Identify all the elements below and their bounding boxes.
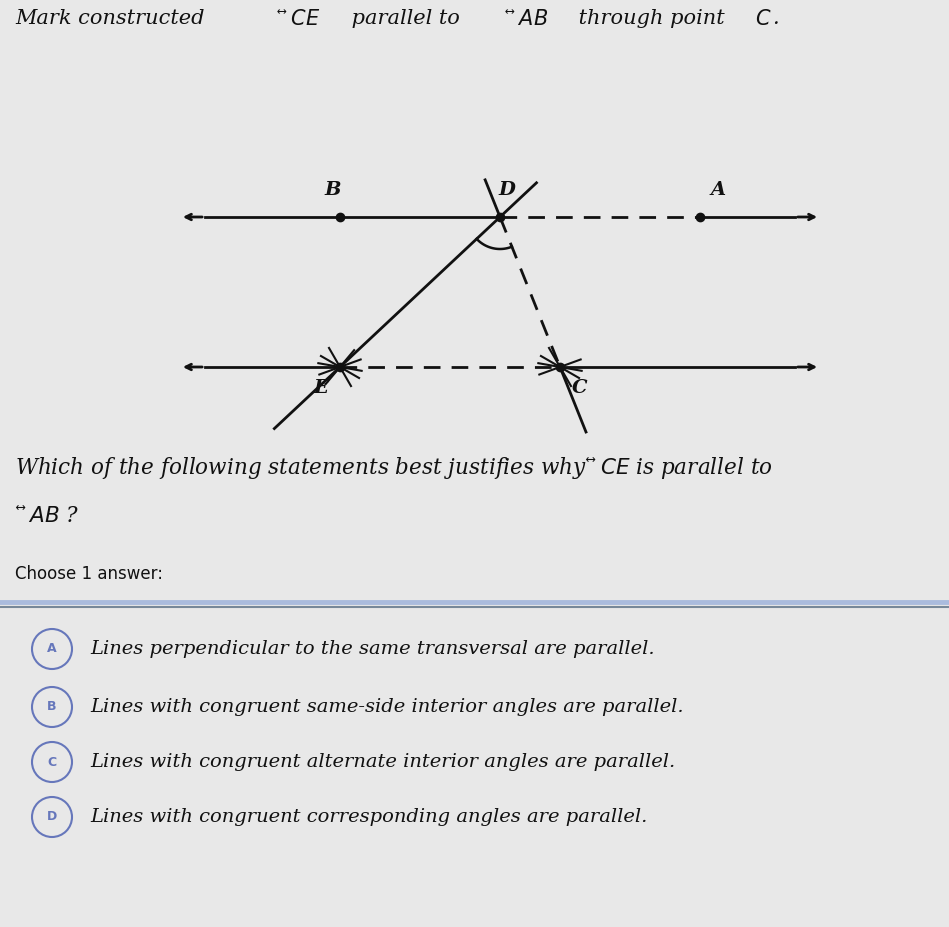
Text: C: C bbox=[47, 756, 57, 768]
Text: B: B bbox=[47, 701, 57, 714]
Text: $\overleftrightarrow{AB}$: $\overleftrightarrow{AB}$ bbox=[505, 9, 549, 29]
Text: $\overleftrightarrow{AB}$ ?: $\overleftrightarrow{AB}$ ? bbox=[15, 505, 79, 527]
Text: Lines with congruent alternate interior angles are parallel.: Lines with congruent alternate interior … bbox=[90, 753, 676, 771]
Text: $\overleftrightarrow{CE}$: $\overleftrightarrow{CE}$ bbox=[277, 9, 321, 29]
Text: Choose 1 answer:: Choose 1 answer: bbox=[15, 565, 163, 583]
Text: Which of the following statements best justifies why $\overleftrightarrow{CE}$ i: Which of the following statements best j… bbox=[15, 455, 772, 481]
Text: Lines with congruent same-side interior angles are parallel.: Lines with congruent same-side interior … bbox=[90, 698, 683, 716]
Text: D: D bbox=[47, 810, 57, 823]
Text: through point: through point bbox=[572, 9, 732, 28]
Text: C: C bbox=[572, 379, 587, 397]
Text: $C$: $C$ bbox=[755, 9, 772, 29]
Text: A: A bbox=[711, 181, 726, 199]
Text: A: A bbox=[47, 642, 57, 655]
Text: E: E bbox=[313, 379, 328, 397]
Text: parallel to: parallel to bbox=[345, 9, 467, 28]
Text: D: D bbox=[498, 181, 515, 199]
Text: .: . bbox=[772, 9, 778, 28]
Text: Lines perpendicular to the same transversal are parallel.: Lines perpendicular to the same transver… bbox=[90, 640, 655, 658]
Text: B: B bbox=[325, 181, 342, 199]
Text: Lines with congruent corresponding angles are parallel.: Lines with congruent corresponding angle… bbox=[90, 808, 647, 826]
Text: Mark constructed: Mark constructed bbox=[15, 9, 211, 28]
